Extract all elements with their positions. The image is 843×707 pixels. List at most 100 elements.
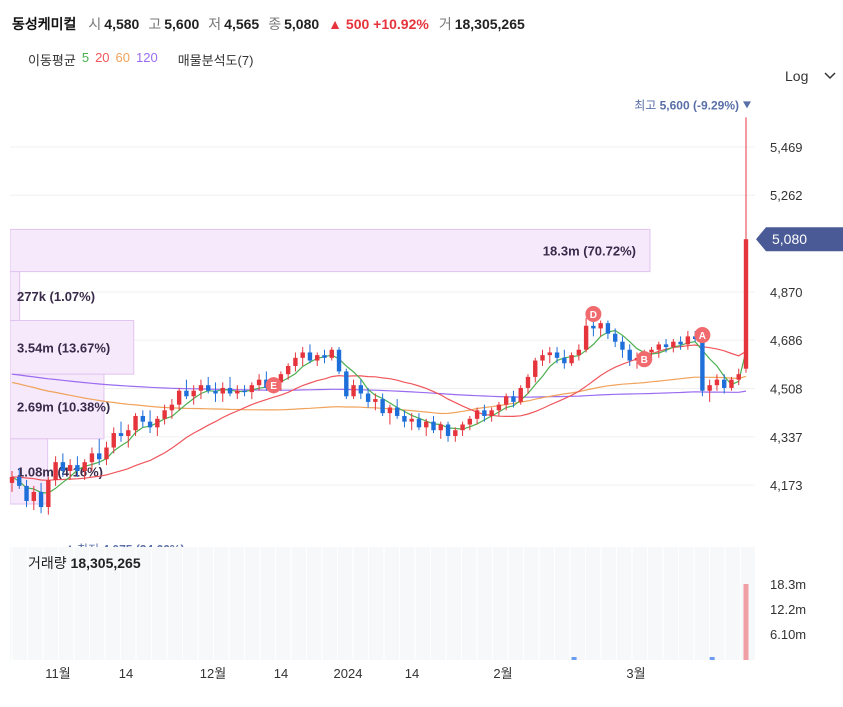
candle-body [547, 352, 552, 356]
candle-body [678, 341, 683, 345]
price-tick-label: 5,262 [770, 188, 803, 203]
candle-body [591, 325, 596, 329]
volume-title: 거래량 18,305,265 [28, 555, 141, 571]
signal-markers: E D B A [265, 305, 711, 394]
volume-profile-bar [10, 228, 651, 273]
candle-body [126, 430, 131, 436]
date-tick-label: 14 [119, 666, 133, 681]
candle-body [453, 430, 458, 436]
candle-body [220, 387, 225, 394]
candle-body [489, 410, 494, 416]
candle-body [416, 418, 422, 428]
price-tick-label: 4,173 [770, 478, 803, 493]
low-value: 4,565 [224, 16, 260, 32]
candle-body [438, 424, 443, 431]
candle-body [278, 374, 284, 383]
grid-lines [10, 146, 755, 486]
ma-60-label: 60 [115, 50, 131, 65]
signal-marker-label: B [641, 355, 648, 366]
signal-marker [694, 327, 711, 344]
candle-body [743, 239, 749, 369]
ma-20-line [11, 344, 747, 481]
signal-marker [265, 377, 282, 394]
date-tick-label: 12월 [200, 666, 226, 681]
high-arrow-icon [743, 101, 751, 109]
signal-marker-label: A [699, 331, 706, 342]
candle-body [235, 390, 240, 394]
candle-body [685, 336, 691, 345]
log-label: Log [785, 68, 809, 84]
date-axis: 11월 14 12월 14 2024 14 2월 3월 [45, 666, 645, 681]
candle-body [46, 479, 51, 508]
candle-body [82, 462, 87, 472]
candle-body [9, 476, 15, 483]
open-value: 4,580 [104, 16, 140, 32]
volume-profile-bar [10, 320, 135, 375]
candle-body [97, 453, 102, 460]
candle-body [729, 379, 734, 388]
candle-body [460, 424, 465, 431]
volume-profile-label: 277k (1.07%) [17, 289, 95, 304]
high-value: 5,600 [164, 16, 200, 32]
open-label: 시 [88, 16, 102, 32]
candle-body [293, 357, 298, 366]
candle-body [482, 410, 487, 416]
candle-body [285, 365, 291, 375]
candle-body [424, 421, 429, 428]
volume-bar [743, 584, 749, 660]
volume-profile-title[interactable]: 매물분석도(7) [177, 53, 254, 68]
current-price-label: 5,080 [772, 231, 807, 247]
candle-body [721, 379, 727, 388]
candle-body [104, 447, 109, 460]
candle-body [649, 349, 654, 353]
candle-body [322, 355, 327, 358]
candle-body [17, 476, 22, 486]
volume-value: 18,305,265 [454, 16, 525, 32]
stock-header: 동성케미컬 시 4,580 고 5,600 저 4,565 종 5,080 ▲ … [12, 14, 534, 36]
candle-body [707, 385, 712, 391]
candle-body [242, 390, 247, 393]
candle-body [365, 393, 371, 402]
current-price-tag [756, 227, 843, 252]
log-scale-toggle[interactable]: Log [785, 68, 836, 84]
candle-body [133, 415, 138, 431]
candle-body [511, 396, 516, 402]
candlesticks [9, 117, 749, 515]
signal-marker [636, 351, 653, 368]
moving-average-title[interactable]: 이동평균 [28, 53, 76, 68]
candle-body [315, 355, 320, 361]
candle-body [24, 485, 29, 501]
high-annotation: 최고 5,600 (-9.29%) [634, 98, 739, 112]
volume-label: 거 [438, 16, 452, 32]
price-tick-label: 5,469 [770, 140, 803, 155]
price-tick-label: 4,870 [770, 285, 803, 300]
price-annotations: 최고 5,600 (-9.29%)최저 4,075 (24.66%) [66, 98, 751, 557]
candle-body [147, 421, 153, 428]
price-tick-label: 4,686 [770, 333, 803, 348]
date-tick-label: 2월 [493, 666, 512, 681]
candle-body [540, 355, 545, 361]
candle-body [60, 462, 66, 472]
candle-body [373, 399, 378, 402]
candle-body [358, 385, 364, 394]
current-price-badge: 5,080 [756, 227, 843, 252]
price-tick-label: 4,508 [770, 381, 803, 396]
candle-body [184, 390, 189, 397]
candle-body [351, 385, 356, 397]
signal-marker [585, 305, 602, 322]
candle-body [656, 344, 661, 350]
volume-profile-label: 3.54m (13.67%) [17, 340, 110, 355]
price-axis: 5,469 5,262 4,870 4,686 4,508 4,337 4,173 [770, 140, 803, 493]
candle-body [496, 404, 502, 411]
candle-body [89, 453, 95, 463]
indicator-legend: 이동평균 5 20 60 120 매물분석도(7) [28, 50, 253, 69]
price-tick-label: 4,337 [770, 430, 803, 445]
candle-body [162, 410, 167, 419]
candle-body [191, 390, 196, 397]
candle-body [583, 325, 589, 350]
candle-body [445, 424, 451, 436]
low-label: 저 [208, 16, 222, 32]
candle-body [431, 421, 436, 431]
ma-5-line [11, 329, 747, 494]
